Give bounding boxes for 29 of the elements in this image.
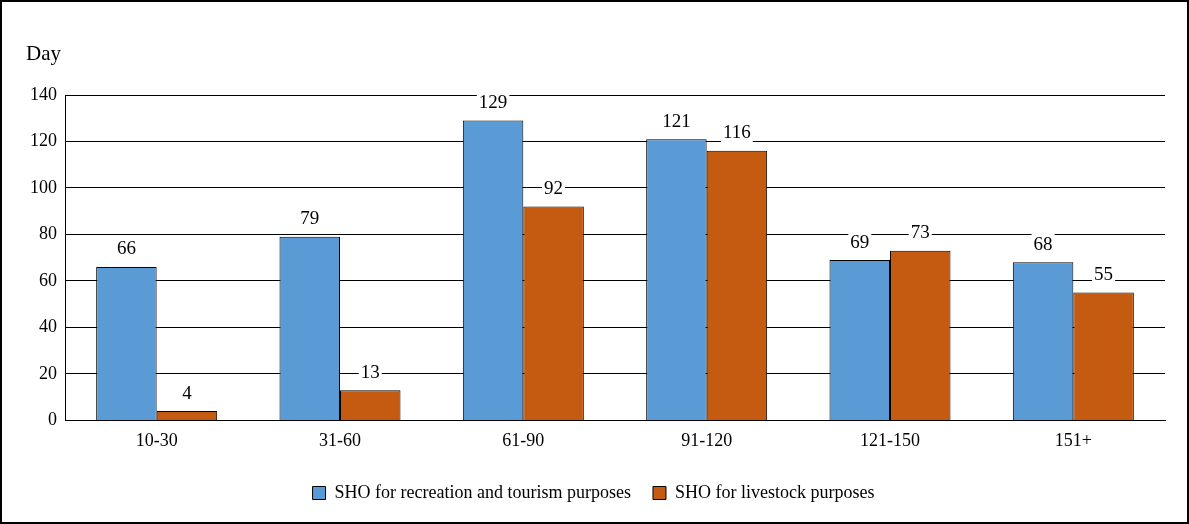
data-label: 92 bbox=[544, 177, 564, 199]
data-label: 68 bbox=[1033, 232, 1053, 254]
x-tick-label: 151+ bbox=[1054, 429, 1092, 450]
legend-label: SHO for recreation and tourism purposes bbox=[334, 481, 631, 502]
data-label: 4 bbox=[182, 381, 193, 403]
data-label: 66 bbox=[116, 237, 136, 259]
y-tick-label: 120 bbox=[30, 130, 57, 151]
x-tick-label: 31-60 bbox=[319, 429, 361, 450]
data-label: 121 bbox=[662, 109, 691, 131]
y-tick-label: 100 bbox=[30, 176, 57, 197]
y-tick-label: 80 bbox=[39, 223, 57, 244]
x-tick-label: 10-30 bbox=[135, 429, 178, 450]
x-tick-label: 61-90 bbox=[502, 429, 545, 450]
y-axis-title: Day bbox=[26, 41, 62, 65]
y-tick-label: 140 bbox=[30, 83, 57, 104]
y-tick-label: 0 bbox=[48, 409, 57, 430]
data-label: 55 bbox=[1094, 263, 1114, 285]
y-tick-label: 40 bbox=[39, 316, 57, 337]
data-label: 13 bbox=[360, 360, 380, 382]
data-label: 129 bbox=[478, 91, 508, 113]
data-label: 79 bbox=[300, 207, 320, 229]
y-tick-label: 60 bbox=[39, 269, 57, 290]
data-label: 73 bbox=[910, 221, 930, 243]
y-tick-label: 20 bbox=[39, 362, 57, 383]
x-tick-label: 121-150 bbox=[860, 429, 920, 450]
legend-label: SHO for livestock purposes bbox=[674, 481, 875, 502]
data-label: 69 bbox=[850, 230, 870, 252]
data-label: 116 bbox=[723, 121, 751, 143]
x-tick-label: 91-120 bbox=[681, 429, 733, 450]
